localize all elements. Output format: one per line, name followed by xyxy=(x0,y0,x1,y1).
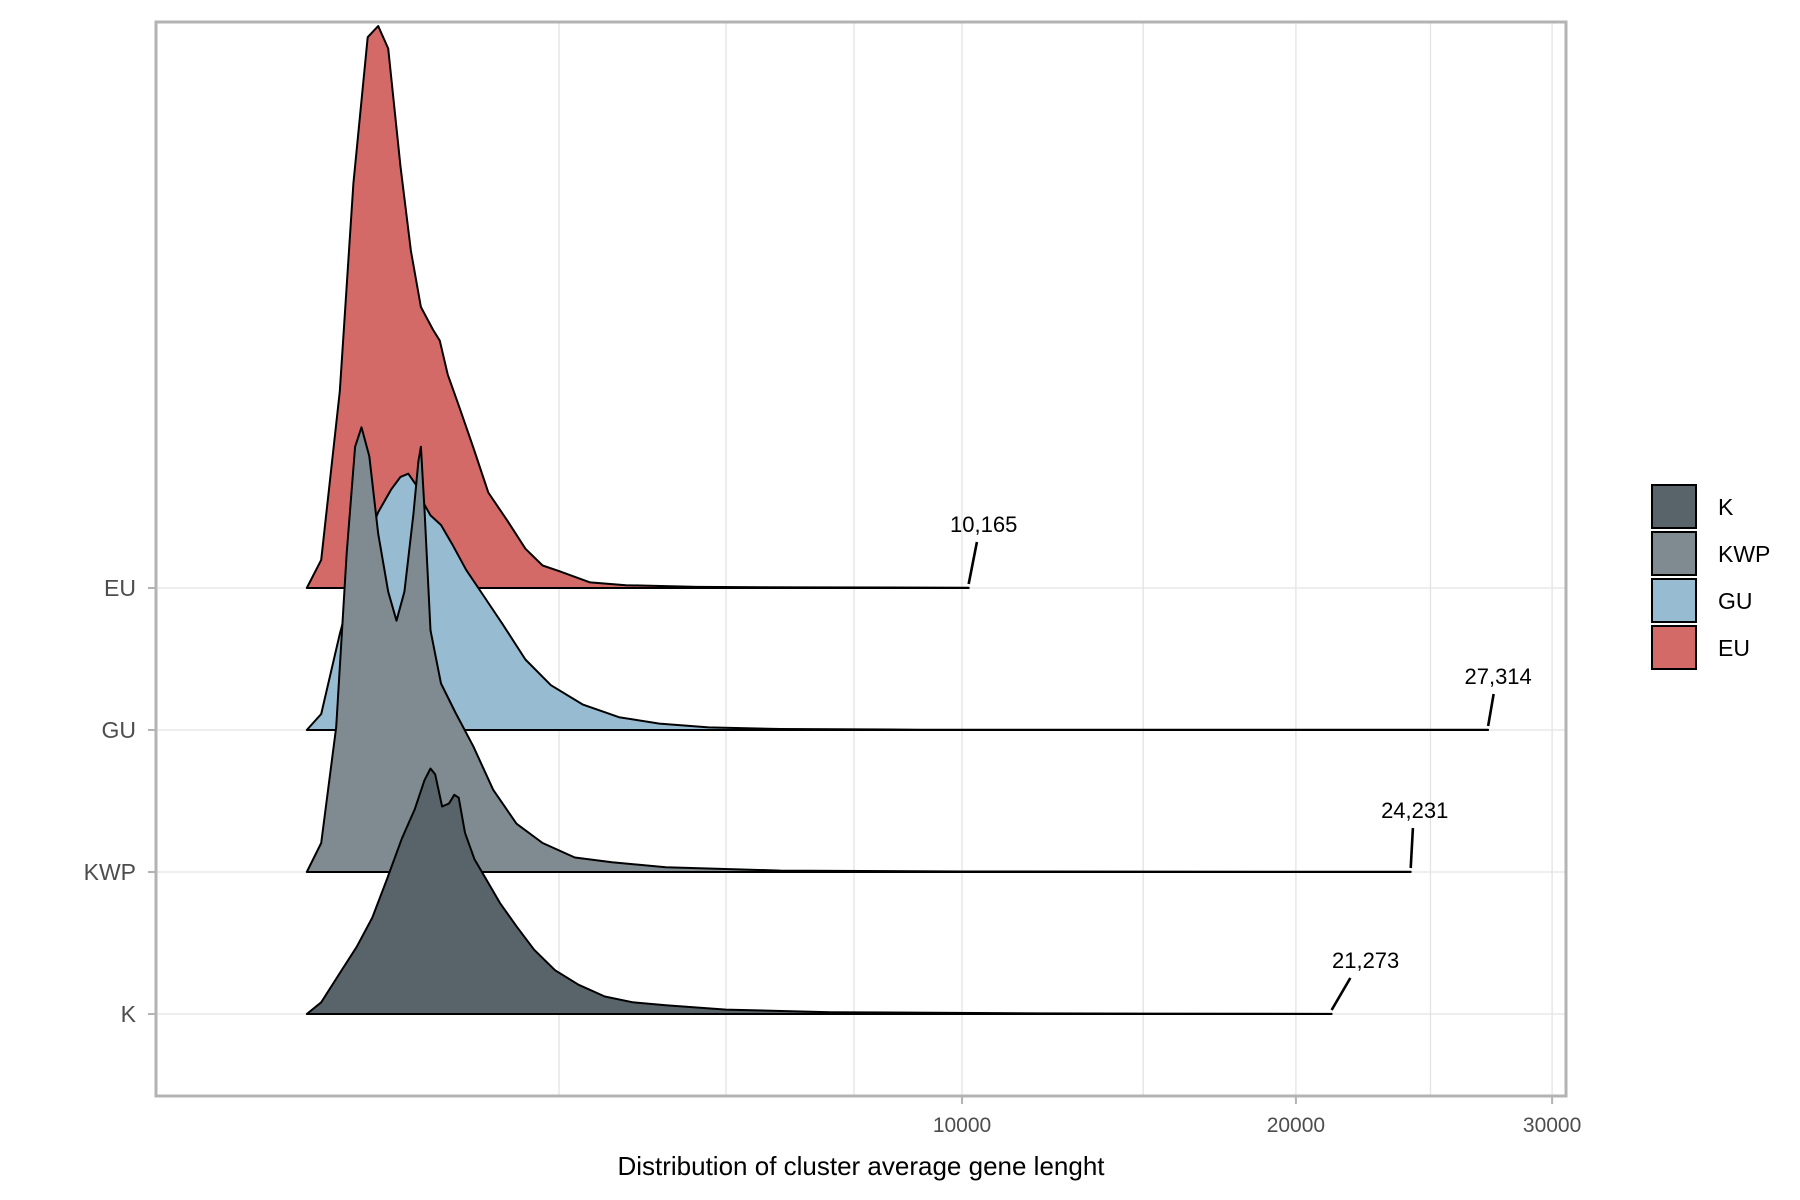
x-axis-label: Distribution of cluster average gene len… xyxy=(617,1151,1105,1181)
x-tick-label: 20000 xyxy=(1267,1114,1325,1137)
plot-border xyxy=(154,20,1568,1098)
y-tick-label: K xyxy=(121,1001,137,1027)
label-leader-kwp xyxy=(1409,827,1415,869)
legend-swatch-gu xyxy=(1651,578,1697,623)
y-tick-label: KWP xyxy=(84,859,136,885)
legend-swatch-kwp xyxy=(1651,531,1697,576)
x-tick-label: 30000 xyxy=(1523,1114,1581,1137)
legend-label-gu: GU xyxy=(1718,588,1753,614)
x-tick-label: 10000 xyxy=(933,1114,991,1137)
y-tick-label: GU xyxy=(102,717,137,743)
max-label-kwp: 24,231 xyxy=(1381,798,1448,823)
y-tick-label: EU xyxy=(104,575,136,601)
density-ridges xyxy=(305,25,1490,1015)
label-leader-gu xyxy=(1486,693,1495,727)
x-axis: 10000 20000 30000 xyxy=(933,1096,1581,1137)
legend-label-k: K xyxy=(1718,494,1734,520)
legend-swatch-k xyxy=(1651,484,1697,529)
legend-swatch-eu xyxy=(1651,625,1697,670)
max-labels: 21,273 24,231 27,314 10,165 xyxy=(950,512,1532,1011)
legend-label-kwp: KWP xyxy=(1718,541,1770,567)
ridge-k xyxy=(305,767,1333,1015)
max-label-k: 21,273 xyxy=(1332,948,1399,973)
max-label-gu: 27,314 xyxy=(1464,664,1531,689)
label-leader-k xyxy=(1330,977,1352,1011)
ridge-eu xyxy=(305,25,970,589)
label-leader-eu xyxy=(967,541,979,585)
legend-label-eu: EU xyxy=(1718,635,1750,661)
max-label-eu: 10,165 xyxy=(950,512,1017,537)
legend: K KWP GU EU xyxy=(1651,484,1770,670)
y-axis: K KWP GU EU xyxy=(84,575,156,1027)
